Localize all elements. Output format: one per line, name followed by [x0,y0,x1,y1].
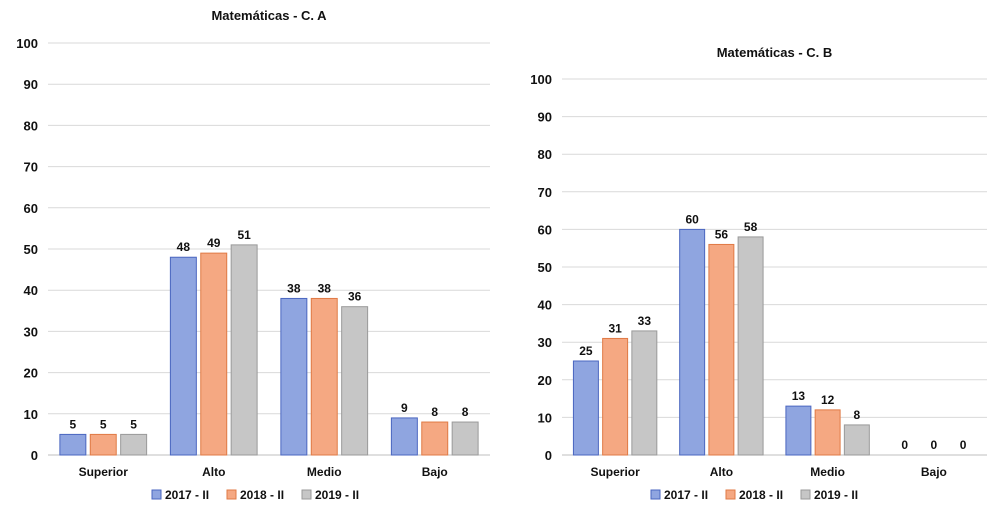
chart-a-category-label: Bajo [422,465,448,479]
chart-a-data-label: 48 [177,240,191,254]
chart-a-bar [310,297,338,456]
chart-a-data-label: 8 [431,405,438,419]
chart-a-y-tick-label: 80 [24,118,38,133]
chart-b-data-label: 0 [960,438,967,452]
chart-a-bar [390,417,418,456]
chart-a-legend-label: 2018 - II [240,488,284,502]
chart-b-y-tick-label: 40 [538,298,552,313]
chart-b-bar [785,405,812,456]
chart-matematicas-ca: Matemáticas - C. A 0 10 20 30 40 50 60 70 80 90 100… [0,0,497,512]
chart-b-y-tick-label: 50 [538,260,552,275]
chart-b-y-tick-label: 80 [538,147,552,162]
chart-b-bar [708,243,735,456]
chart-b-data-label: 13 [792,389,806,403]
chart-a-bar [341,306,369,456]
chart-a-bar [421,421,449,456]
chart-a-bar [230,244,258,456]
chart-b-data-label: 0 [931,438,938,452]
chart-b-bar [737,236,764,456]
chart-a-data-label: 51 [237,228,251,242]
chart-b-y-tick-label: 20 [538,373,552,388]
chart-a-data-label: 38 [318,281,332,295]
chart-a-y-tick-label: 90 [24,77,38,92]
chart-b-legend-swatch [800,489,811,500]
chart-a-bar [120,433,148,456]
chart-a-y-tick-label: 50 [24,242,38,257]
chart-b-y-tick-label: 0 [545,448,552,463]
chart-b-data-label: 56 [715,227,729,241]
chart-b-category-label: Alto [710,465,733,479]
chart-a-bar [89,433,117,456]
chart-b-data-label: 31 [608,321,622,335]
chart-b-y-tick-label: 10 [538,410,552,425]
chart-a-svg: Matemáticas - C. A 0 10 20 30 40 50 60 70 80 90 100… [16,8,490,502]
chart-a-category-label: Medio [307,465,342,479]
chart-a-category-label: Superior [79,465,129,479]
chart-a-y-tick-label: 60 [24,201,38,216]
chart-b-bar [814,409,841,456]
chart-a-legend-swatch [301,489,312,500]
chart-b-legend-label: 2019 - II [814,488,858,502]
chart-b-data-label: 60 [685,212,699,226]
chart-b-bar [843,424,870,456]
chart-a-data-label: 36 [348,290,362,304]
chart-a-legend-label: 2019 - II [315,488,359,502]
chart-a-title: Matemáticas - C. A [211,8,327,23]
chart-b-data-label: 58 [744,220,758,234]
chart-b-bar [572,360,599,456]
chart-b-y-tick-label: 70 [538,185,552,200]
chart-a-y-tick-label: 70 [24,160,38,175]
chart-b-legend-swatch [650,489,661,500]
chart-a-legend-label: 2017 - II [165,488,209,502]
chart-a-legend-swatch [151,489,162,500]
chart-b-bar [679,228,706,456]
chart-b-legend-label: 2018 - II [739,488,783,502]
chart-a-data-label: 9 [401,401,408,415]
chart-a-y-tick-label: 20 [24,366,38,381]
chart-b-data-label: 25 [579,344,593,358]
chart-a-y-tick-label: 30 [24,324,38,339]
chart-matematicas-cb: Matemáticas - C. B 0 10 20 30 40 50 60 70 80 90 100… [497,0,994,512]
chart-a-bar [200,252,228,456]
chart-a-bar [169,256,197,456]
chart-b-category-label: Medio [810,465,845,479]
chart-b-data-label: 33 [638,314,652,328]
chart-b-y-tick-label: 30 [538,335,552,350]
chart-a-y-tick-label: 100 [16,36,38,51]
chart-b-legend-label: 2017 - II [664,488,708,502]
chart-a-legend-swatch [226,489,237,500]
chart-b-legend-swatch [725,489,736,500]
chart-a-data-label: 8 [462,405,469,419]
chart-b-data-label: 8 [854,408,861,422]
chart-b-data-label: 12 [821,393,835,407]
chart-a-data-label: 38 [287,281,301,295]
chart-a-y-tick-label: 0 [31,448,38,463]
chart-b-data-label: 0 [901,438,908,452]
chart-b-bar [602,337,629,456]
chart-b-title: Matemáticas - C. B [717,45,833,60]
chart-b-y-tick-label: 100 [530,72,552,87]
chart-b-y-tick-label: 90 [538,110,552,125]
chart-a-data-label: 49 [207,236,221,250]
chart-b-svg: Matemáticas - C. B0102030405060708090100… [530,45,987,502]
chart-a-bar [451,421,479,456]
chart-a-category-label: Alto [202,465,225,479]
chart-a-data-label: 5 [70,417,77,431]
chart-a-bar [280,297,308,456]
chart-b-bar [631,330,658,456]
chart-b-category-label: Bajo [921,465,947,479]
chart-a-data-label: 5 [100,417,107,431]
chart-a-data-label: 5 [130,417,137,431]
chart-a-y-tick-label: 10 [24,407,38,422]
chart-a-y-tick-label: 40 [24,283,38,298]
chart-a-bar [59,433,87,456]
chart-b-category-label: Superior [590,465,640,479]
chart-b-y-tick-label: 60 [538,222,552,237]
